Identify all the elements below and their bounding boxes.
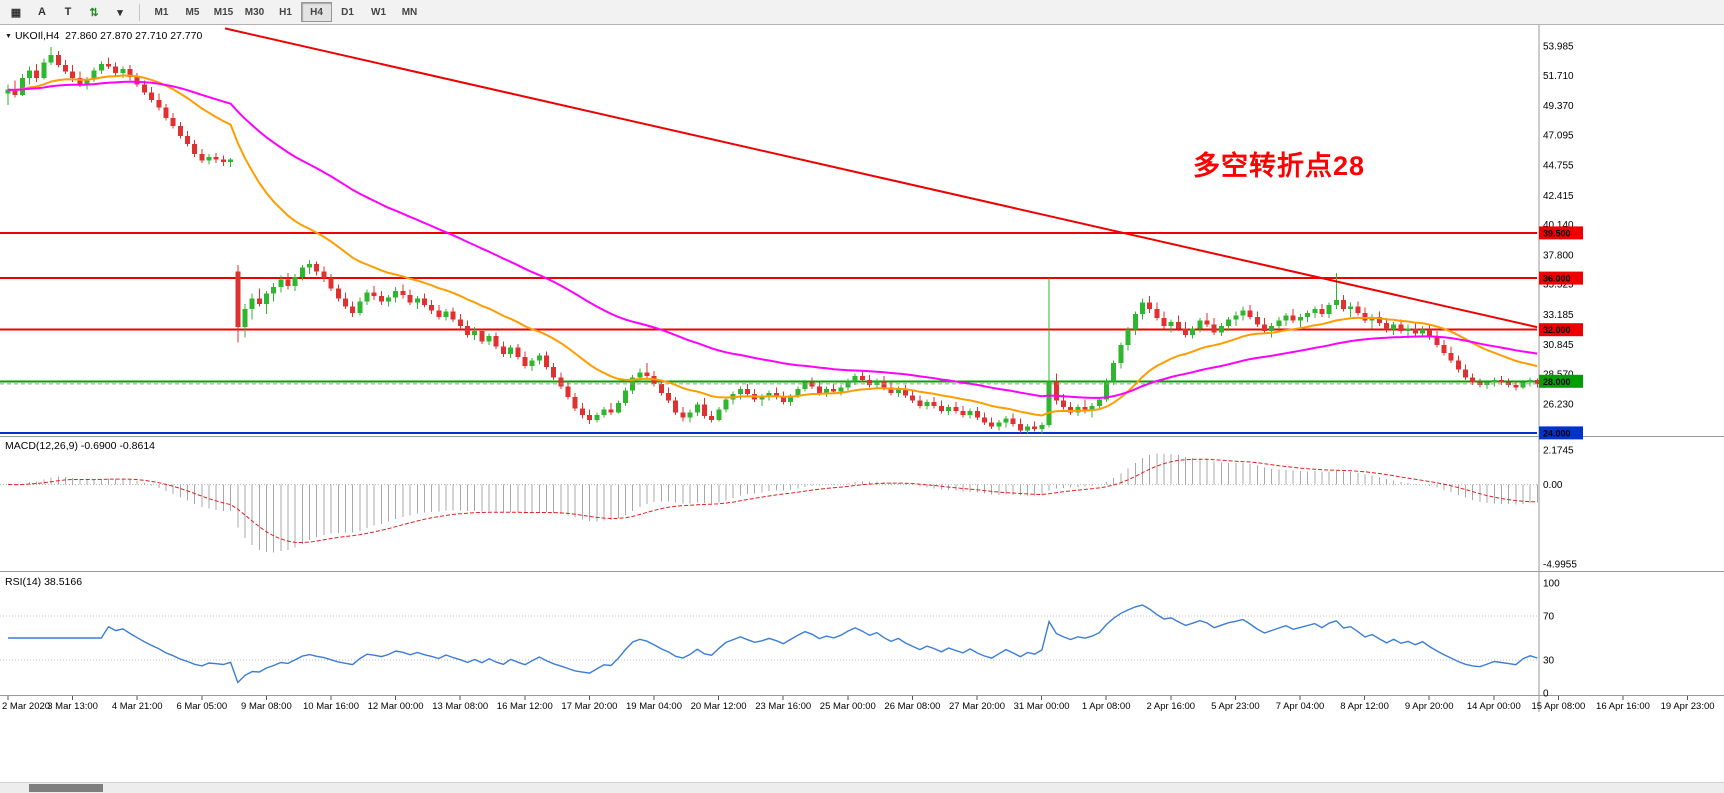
svg-text:0.00: 0.00 (1543, 480, 1563, 491)
timeframe-button-m30[interactable]: M30 (244, 6, 265, 18)
svg-text:16 Apr 16:00: 16 Apr 16:00 (1596, 701, 1650, 712)
candlestick-series (5, 47, 1540, 435)
svg-text:35.525: 35.525 (1543, 280, 1574, 291)
svg-text:7 Apr 04:00: 7 Apr 04:00 (1276, 701, 1325, 712)
timeframe-button-m5[interactable]: M5 (185, 6, 200, 18)
svg-text:2 Apr 16:00: 2 Apr 16:00 (1146, 701, 1195, 712)
svg-text:36.000: 36.000 (1543, 274, 1571, 284)
svg-text:28.000: 28.000 (1543, 377, 1571, 387)
toolbar-separator (139, 3, 140, 21)
price-axis[interactable]: 53.985 51.710 49.370 47.095 44.755 42.415 40.1… (1539, 42, 1583, 440)
svg-text:26 Mar 08:00: 26 Mar 08:00 (884, 701, 940, 712)
svg-text:-4.9955: -4.9955 (1543, 560, 1577, 571)
svg-text:37.800: 37.800 (1543, 250, 1574, 261)
svg-text:6 Mar 05:00: 6 Mar 05:00 (176, 701, 227, 712)
descending-trendline[interactable] (224, 27, 1538, 329)
rsi-pane: 100 70 30 0 (0, 579, 1560, 700)
svg-text:8 Apr 12:00: 8 Apr 12:00 (1340, 701, 1389, 712)
svg-text:16 Mar 12:00: 16 Mar 12:00 (497, 701, 553, 712)
svg-text:30: 30 (1543, 656, 1555, 667)
svg-text:27 Mar 20:00: 27 Mar 20:00 (949, 701, 1005, 712)
svg-text:44.755: 44.755 (1543, 161, 1574, 172)
timeframe-button-mn[interactable]: MN (401, 6, 418, 18)
svg-text:25 Mar 00:00: 25 Mar 00:00 (820, 701, 876, 712)
svg-text:40.140: 40.140 (1543, 220, 1574, 231)
timeframe-button-w1[interactable]: W1 (371, 6, 386, 18)
svg-text:3 Mar 13:00: 3 Mar 13:00 (47, 701, 98, 712)
svg-text:17 Mar 20:00: 17 Mar 20:00 (561, 701, 617, 712)
svg-text:1 Apr 08:00: 1 Apr 08:00 (1082, 701, 1131, 712)
panel-borders (0, 25, 1724, 712)
svg-text:70: 70 (1543, 612, 1555, 623)
macd-signal-line (7, 458, 1538, 544)
svg-text:9 Mar 08:00: 9 Mar 08:00 (241, 701, 292, 712)
svg-text:30.845: 30.845 (1543, 340, 1574, 351)
svg-text:0: 0 (1543, 689, 1549, 700)
horizontal-level-lines[interactable] (0, 231, 1537, 434)
symbol-ohlc-text: UKOIl,H4 27.860 27.870 27.710 27.770 (14, 30, 203, 42)
macd-pane: 2.1745 0.00 -4.9955 (0, 446, 1577, 571)
chart-cycle-icon[interactable]: ⇅ (89, 6, 99, 19)
svg-text:26.230: 26.230 (1543, 400, 1574, 411)
svg-text:13 Mar 08:00: 13 Mar 08:00 (432, 701, 488, 712)
ma-slow-magenta (7, 80, 1538, 399)
svg-text:19 Mar 04:00: 19 Mar 04:00 (626, 701, 682, 712)
svg-text:5 Apr 23:00: 5 Apr 23:00 (1211, 701, 1260, 712)
svg-text:24.000: 24.000 (1543, 428, 1571, 438)
symbol-ohlc-label: ▼ UKOIl,H4 27.860 27.870 27.710 27.770 (5, 30, 202, 42)
svg-text:4 Mar 21:00: 4 Mar 21:00 (112, 701, 163, 712)
svg-text:39.500: 39.500 (1543, 228, 1571, 238)
scrollbar-thumb[interactable] (29, 784, 103, 792)
svg-text:53.985: 53.985 (1543, 42, 1574, 53)
svg-text:47.095: 47.095 (1543, 130, 1574, 141)
svg-text:10 Mar 16:00: 10 Mar 16:00 (303, 701, 359, 712)
rsi-indicator-label: RSI(14) 38.5166 (5, 576, 83, 588)
timeframe-group: M1 M5 M15 M30 H1 H4 D1 W1 MN (146, 2, 425, 22)
text-tool-icon[interactable]: T (64, 6, 72, 18)
svg-text:20 Mar 12:00: 20 Mar 12:00 (691, 701, 747, 712)
svg-text:12 Mar 00:00: 12 Mar 00:00 (368, 701, 424, 712)
svg-text:49.370: 49.370 (1543, 101, 1574, 112)
svg-text:42.415: 42.415 (1543, 191, 1574, 202)
svg-text:100: 100 (1543, 579, 1560, 590)
svg-text:32.000: 32.000 (1543, 325, 1571, 335)
timeframe-button-d1[interactable]: D1 (341, 6, 354, 18)
rsi-line (8, 604, 1538, 684)
svg-text:14 Apr 00:00: 14 Apr 00:00 (1467, 701, 1521, 712)
svg-text:31 Mar 00:00: 31 Mar 00:00 (1014, 701, 1070, 712)
cursor-a-icon[interactable]: A (38, 6, 46, 18)
timeframe-button-m1[interactable]: M1 (154, 6, 169, 18)
ma-fast-orange (7, 74, 1538, 417)
svg-text:2.1745: 2.1745 (1543, 446, 1574, 457)
timeframe-button-h4[interactable]: H4 (301, 2, 332, 22)
new-chart-icon[interactable]: ▦ (10, 6, 22, 19)
svg-text:15 Apr 08:00: 15 Apr 08:00 (1531, 701, 1585, 712)
macd-histogram (14, 453, 1538, 553)
svg-text:23 Mar 16:00: 23 Mar 16:00 (755, 701, 811, 712)
svg-text:9 Apr 20:00: 9 Apr 20:00 (1405, 701, 1454, 712)
chart-annotation-text[interactable]: 多空转折点28 (1193, 151, 1366, 181)
svg-text:19 Apr 23:00: 19 Apr 23:00 (1661, 701, 1715, 712)
macd-indicator-label: MACD(12,26,9) -0.6900 -0.8614 (5, 440, 155, 452)
toolbar: ▦ A T ⇅ ▾ M1 M5 M15 M30 H1 H4 D1 W1 MN (0, 0, 1724, 25)
svg-text:51.710: 51.710 (1543, 71, 1574, 82)
timeframe-button-h1[interactable]: H1 (279, 6, 292, 18)
horizontal-scrollbar[interactable] (0, 782, 1724, 793)
dropdown-caret-icon[interactable]: ▾ (117, 6, 123, 19)
svg-text:33.185: 33.185 (1543, 310, 1574, 321)
toolbar-icon-group: ▦ A T ⇅ ▾ (3, 2, 133, 23)
collapse-triangle-icon[interactable]: ▼ (5, 33, 12, 40)
svg-text:2 Mar 2020: 2 Mar 2020 (2, 701, 50, 712)
timeframe-button-m15[interactable]: M15 (213, 6, 234, 18)
